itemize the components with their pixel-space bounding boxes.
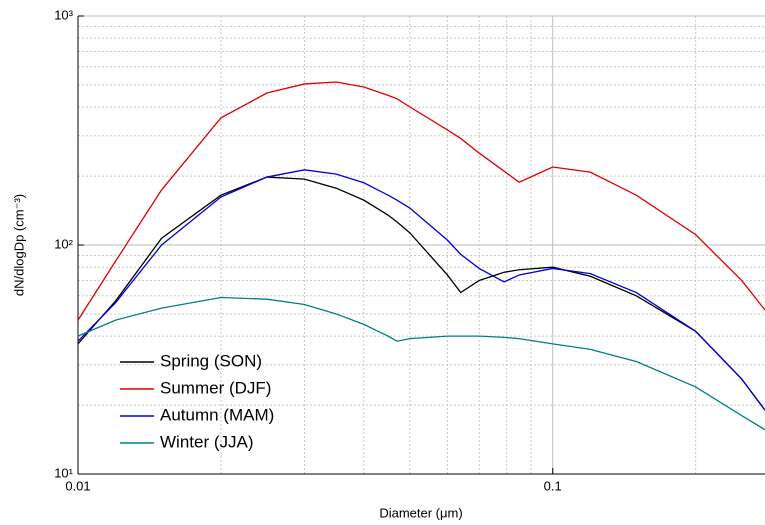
x-tick-label: 0.1 [544, 478, 562, 493]
series-line [77, 169, 765, 411]
series-line [77, 296, 765, 431]
x-axis-label: Diameter (μm) [379, 505, 462, 520]
y-tick-label: 10² [54, 236, 73, 251]
y-axis-label: dN/dlogDp (cm⁻³) [11, 194, 26, 296]
legend-label: Autumn (MAM) [160, 405, 274, 424]
legend-label: Winter (JJA) [160, 432, 254, 451]
legend-label: Spring (SON) [160, 351, 262, 370]
y-tick-label: 10³ [54, 7, 73, 22]
series-line [77, 176, 765, 411]
series-line [77, 81, 765, 321]
y-tick-label: 10¹ [54, 465, 73, 480]
legend-label: Summer (DJF) [160, 378, 271, 397]
x-tick-label: 0.01 [65, 478, 90, 493]
